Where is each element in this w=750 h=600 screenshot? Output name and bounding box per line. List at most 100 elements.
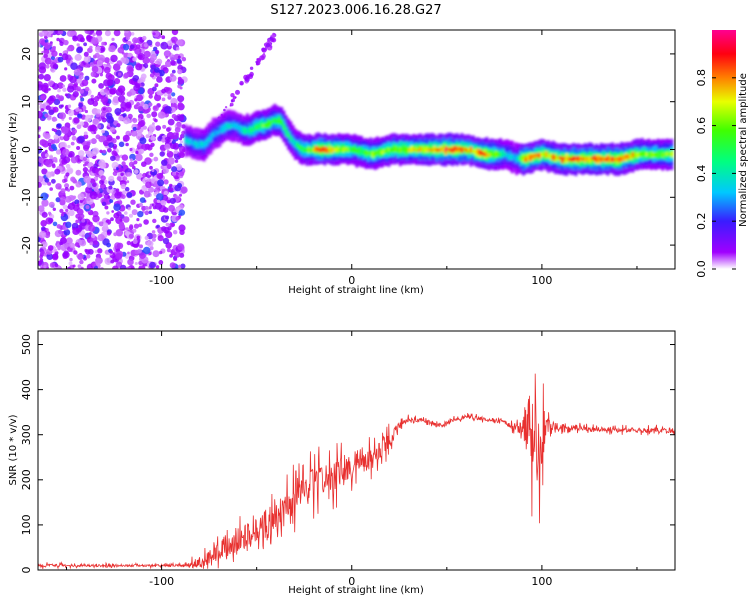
heatmap-noise-blob xyxy=(49,214,55,219)
heatmap-noise-blob xyxy=(173,257,178,261)
heatmap-noise-blob xyxy=(83,175,91,184)
heatmap-ridge-cell xyxy=(332,148,336,152)
heatmap-noise-blob xyxy=(73,68,81,76)
heatmap-noise-blob xyxy=(151,169,155,173)
heatmap-streak-blob xyxy=(261,47,267,53)
heatmap-noise-blob xyxy=(122,216,130,223)
heatmap-noise-blob xyxy=(92,54,97,59)
heatmap-streak-blob xyxy=(249,66,254,71)
heatmap-noise-blob xyxy=(139,244,143,249)
heatmap-noise-blob xyxy=(52,146,58,151)
snr-y-tick-label: 0 xyxy=(20,567,33,574)
heatmap-noise-blob xyxy=(78,74,84,80)
heatmap-noise-blob xyxy=(171,92,176,97)
heatmap-ridge-cell xyxy=(519,155,523,162)
heatmap-ridge-cell xyxy=(296,142,300,148)
heatmap-noise-blob xyxy=(86,254,91,259)
heatmap-noise-blob xyxy=(122,134,130,142)
heatmap-ridge-cell xyxy=(371,151,375,158)
heatmap-ridge-cell xyxy=(659,151,662,156)
heatmap-noise-blob xyxy=(93,187,99,193)
heatmap-noise-blob xyxy=(64,134,68,138)
heatmap-noise-blob xyxy=(40,250,45,255)
heatmap-ridge-cell xyxy=(189,138,192,145)
heatmap-noise-blob xyxy=(116,176,122,181)
heatmap-noise-blob xyxy=(75,169,82,176)
heatmap-noise-blob xyxy=(76,146,81,150)
heatmap-noise-blob xyxy=(85,186,93,194)
heatmap-noise-blob xyxy=(87,198,90,202)
heatmap-ridge-cell xyxy=(586,156,589,161)
heatmap-noise-blob xyxy=(45,105,51,111)
heatmap-noise-blob xyxy=(94,46,102,53)
heatmap-noise-blob xyxy=(123,30,130,34)
heatmap-ridge-cell xyxy=(597,156,601,161)
heatmap-noise-blob xyxy=(84,30,91,34)
heatmap-noise-blob xyxy=(95,257,101,264)
heatmap-ridge-cell xyxy=(501,151,505,157)
heatmap-noise-blob xyxy=(118,95,126,103)
heatmap-noise-blob xyxy=(68,209,75,217)
heatmap-noise-blob xyxy=(80,266,84,269)
heatmap-noise-blob xyxy=(131,209,138,216)
heatmap-ridge-cell xyxy=(661,152,665,158)
heatmap-noise-blob xyxy=(179,193,182,197)
heatmap-noise-blob xyxy=(114,108,122,115)
heatmap-noise-blob xyxy=(102,222,109,228)
heatmap-noise-blob xyxy=(98,221,104,227)
heatmap-noise-blob xyxy=(100,175,106,181)
heatmap-noise-blob xyxy=(86,150,94,158)
heatmap-noise-blob xyxy=(166,248,171,253)
heatmap-ridge-cell xyxy=(535,153,539,157)
heatmap-ridge-cell xyxy=(513,154,516,160)
heatmap-noise-blob xyxy=(58,95,65,102)
heatmap-ridge-cell xyxy=(444,147,448,152)
heatmap-ridge-cell xyxy=(236,125,240,129)
heatmap-noise-blob xyxy=(49,187,53,191)
heatmap-ridge-cell xyxy=(643,150,646,157)
heatmap-noise-blob xyxy=(84,86,90,92)
heatmap-noise-blob xyxy=(134,98,138,102)
heatmap-noise-blob xyxy=(162,237,170,245)
heatmap-noise-blob xyxy=(58,112,66,120)
heatmap-ridge-cell xyxy=(462,147,466,151)
heatmap-noise-blob xyxy=(163,50,171,58)
heatmap-noise-blob xyxy=(118,222,125,228)
heatmap-noise-blob xyxy=(62,148,70,156)
heatmap-noise-blob xyxy=(167,93,172,98)
heatmap-noise-blob xyxy=(67,266,71,269)
heatmap-noise-blob xyxy=(38,62,47,70)
heatmap-noise-blob xyxy=(142,246,151,255)
heatmap-noise-blob xyxy=(155,125,161,131)
heatmap-noise-blob xyxy=(65,208,69,213)
heatmap-noise-blob xyxy=(138,202,143,207)
heatmap-noise-blob xyxy=(76,34,84,42)
heatmap-noise-blob xyxy=(115,229,124,237)
heatmap-ridge-cell xyxy=(339,147,343,152)
heatmap-noise-blob xyxy=(180,263,186,269)
heatmap-ridge-cell xyxy=(289,137,293,140)
heatmap-noise-blob xyxy=(86,182,92,188)
heatmap-ridge-cell xyxy=(458,147,462,152)
heatmap-noise-blob xyxy=(77,113,83,119)
heatmap-noise-blob xyxy=(171,69,176,74)
heatmap-x-tick-label: -100 xyxy=(149,274,174,287)
heatmap-noise-blob xyxy=(38,182,42,188)
heatmap-noise-blob xyxy=(154,67,160,73)
heatmap-noise-blob xyxy=(108,142,114,149)
heatmap-noise-blob xyxy=(129,44,135,50)
heatmap-noise-blob xyxy=(59,241,63,246)
heatmap-noise-blob xyxy=(153,156,159,162)
heatmap-noise-blob xyxy=(137,53,145,61)
heatmap-noise-blob xyxy=(154,83,159,88)
heatmap-ridge-cell xyxy=(369,151,373,155)
heatmap-noise-blob xyxy=(102,149,107,154)
heatmap-noise-blob xyxy=(45,228,49,232)
heatmap-ridge-cell xyxy=(668,152,672,156)
heatmap-ridge-cell xyxy=(385,147,389,154)
heatmap-noise-blob xyxy=(163,93,167,97)
heatmap-noise-blob xyxy=(55,183,62,190)
heatmap-noise-blob xyxy=(108,76,112,80)
heatmap-noise-blob xyxy=(130,199,136,205)
heatmap-noise-blob xyxy=(75,213,81,219)
